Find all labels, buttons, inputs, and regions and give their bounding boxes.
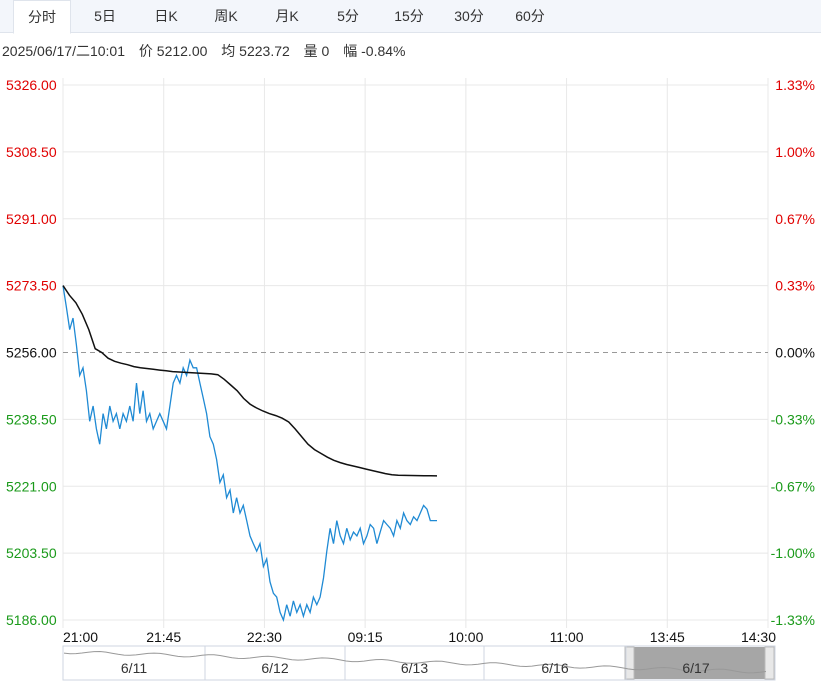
- y-tick-label: 5273.50: [6, 278, 57, 294]
- navigator-date-label: 6/17: [682, 660, 709, 676]
- navigator-selection: [626, 647, 766, 679]
- navigator-date-label: 6/13: [401, 660, 428, 676]
- y-tick-label: 5203.50: [6, 545, 57, 561]
- pct-tick-label: -0.33%: [771, 411, 815, 427]
- navigator-trend-line: [63, 650, 767, 674]
- navigator-date-label: 6/11: [121, 660, 147, 676]
- quote-average: 均 5223.72: [221, 43, 290, 59]
- pct-tick-label: 0.00%: [775, 345, 815, 361]
- tab-7[interactable]: 15分: [394, 8, 424, 24]
- x-tick-label: 21:00: [63, 629, 98, 645]
- pct-tick-label: -0.67%: [771, 478, 815, 494]
- tab-4[interactable]: 周K: [214, 8, 238, 24]
- navigator-handle-right: [764, 646, 775, 680]
- y-tick-label: 5256.00: [6, 345, 57, 361]
- x-tick-label: 11:00: [550, 629, 584, 645]
- tab-8[interactable]: 30分: [454, 8, 484, 24]
- tab-2[interactable]: 5日: [94, 8, 116, 24]
- tab-9[interactable]: 60分: [515, 8, 545, 24]
- x-tick-label: 09:15: [348, 629, 383, 645]
- y-tick-label: 5291.00: [6, 211, 57, 227]
- y-tick-label: 5238.50: [6, 411, 57, 427]
- quote-volume: 量 0: [303, 43, 330, 59]
- x-tick-label: 13:45: [650, 629, 685, 645]
- quote-datetime: 2025/06/17/二10:01: [2, 43, 125, 59]
- y-tick-label: 5221.00: [6, 478, 57, 494]
- y-tick-label: 5186.00: [6, 612, 57, 628]
- quote-change: 幅 -0.84%: [343, 43, 406, 59]
- x-tick-label: 21:45: [146, 629, 181, 645]
- pct-tick-label: 0.67%: [775, 211, 815, 227]
- tab-6[interactable]: 5分: [337, 8, 359, 24]
- pct-tick-label: -1.00%: [771, 545, 815, 561]
- chart-period-tabs: 分时 5日 日K 周K 月K 5分 15分 30分 60分: [0, 0, 821, 34]
- navigator-date-label: 6/12: [261, 660, 288, 676]
- price-line: [62, 285, 437, 623]
- tab-1[interactable]: 分时: [13, 0, 71, 34]
- quote-info-bar: 2025/06/17/二10:01 价 5212.00 均 5223.72 量 …: [2, 41, 416, 61]
- pct-tick-label: -1.33%: [771, 612, 815, 628]
- navigator-handle-left: [624, 646, 635, 680]
- y-tick-label: 5326.00: [6, 77, 57, 93]
- tab-5[interactable]: 月K: [275, 8, 299, 24]
- pct-tick-label: 1.00%: [775, 144, 815, 160]
- pct-tick-label: 1.33%: [775, 77, 815, 93]
- quote-price: 价 5212.00: [138, 43, 208, 59]
- average-line: [62, 285, 438, 477]
- tab-3[interactable]: 日K: [154, 8, 178, 24]
- navigator-date-label: 6/16: [541, 660, 568, 676]
- pct-tick-label: 0.33%: [775, 278, 815, 294]
- y-tick-label: 5308.50: [6, 144, 57, 160]
- x-tick-label: 14:30: [741, 629, 776, 645]
- x-tick-label: 22:30: [247, 629, 282, 645]
- x-tick-label: 10:00: [448, 629, 483, 645]
